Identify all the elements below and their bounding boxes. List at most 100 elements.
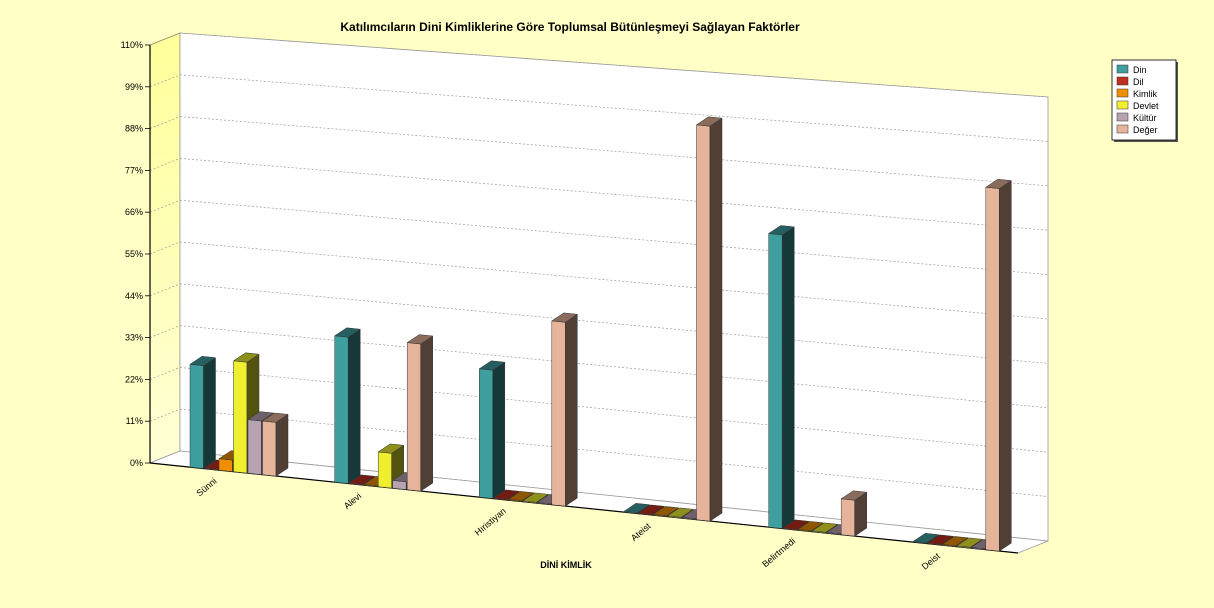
category-label: Belirtmedi	[760, 536, 797, 569]
legend-label: Kimlik	[1133, 89, 1157, 99]
bar-top	[232, 352, 260, 363]
legend-swatch	[1116, 64, 1129, 74]
bar-top	[522, 492, 550, 503]
y-tick-label: 55%	[125, 249, 143, 259]
legend-swatch	[1116, 112, 1129, 122]
bar-top	[985, 178, 1013, 189]
legend-label: Kültür	[1133, 113, 1157, 123]
bar-side	[347, 328, 361, 484]
bar	[478, 360, 506, 499]
bar-top	[478, 360, 506, 371]
bar-top	[637, 504, 665, 515]
side-gridline	[149, 199, 181, 213]
legend: Din Dil Kimlik Devlet Kültür Değer	[1111, 59, 1178, 142]
bar-front	[189, 364, 204, 469]
bar	[406, 334, 434, 492]
bar-side	[203, 357, 216, 469]
side-gridline	[149, 116, 181, 129]
bar-top	[247, 411, 275, 422]
gridline	[179, 283, 1049, 364]
bar-top	[652, 506, 680, 517]
bar-top	[666, 507, 694, 518]
legend-swatch	[1116, 100, 1129, 110]
y-tick-label: 33%	[125, 333, 143, 343]
bar-front	[406, 342, 421, 492]
bar	[261, 412, 289, 477]
bar-top	[941, 536, 969, 547]
category-label: Sünni	[195, 476, 219, 498]
bar	[767, 225, 795, 529]
bar-top	[406, 334, 434, 345]
bar-front	[768, 233, 783, 529]
legend-label: Değer	[1133, 125, 1158, 135]
bar-front	[233, 360, 248, 474]
side-gridline	[149, 325, 181, 338]
legend-label: Dil	[1133, 77, 1144, 87]
bar-top	[956, 537, 984, 548]
bar-top	[840, 490, 868, 501]
gridline	[179, 241, 1049, 320]
bar-side	[275, 413, 289, 477]
bar	[840, 490, 868, 537]
y-tick-label: 22%	[125, 374, 143, 384]
bar-top	[348, 474, 376, 485]
gridline	[179, 158, 1049, 231]
bar-top	[796, 521, 824, 532]
bar-front	[247, 419, 262, 475]
bar-front	[218, 458, 233, 472]
bar	[666, 507, 694, 519]
gridline	[179, 325, 1049, 409]
y-tick-label: 99%	[125, 82, 143, 92]
plot-area: 0% 11% 22% 33% 44% 55% 66% 77% 88% 99% 110% Sünni Al…	[121, 32, 1049, 572]
side-gridline	[149, 158, 181, 171]
bar	[551, 312, 579, 507]
bar-front	[377, 451, 392, 489]
chart-title: Katılımcıların Dini Kimliklerine Göre To…	[340, 20, 800, 34]
gridline	[179, 199, 1049, 275]
bar-top	[551, 312, 579, 323]
bar-top	[767, 225, 795, 236]
side-gridline	[149, 32, 181, 46]
side-gridline	[149, 241, 181, 255]
bar-top	[782, 519, 810, 530]
bar-top	[507, 491, 535, 502]
bar	[189, 356, 217, 469]
bar-front	[262, 420, 277, 477]
bar-front	[551, 320, 566, 507]
bar-front	[334, 335, 349, 484]
bar-front	[985, 186, 1000, 552]
gridline	[179, 74, 1049, 142]
legend-swatch	[1116, 124, 1129, 134]
category-label: Ateist	[629, 521, 653, 543]
bar-front	[479, 368, 494, 499]
category-label: Hıristiyan	[473, 506, 508, 538]
bar-top	[261, 412, 289, 423]
gridline	[179, 32, 1049, 98]
bar-side	[999, 180, 1012, 552]
y-tick-label: 110%	[121, 40, 143, 50]
gridline	[179, 367, 1049, 453]
side-gridline	[149, 367, 181, 380]
bar-top	[623, 503, 651, 513]
bar-top	[333, 327, 361, 338]
bar-top	[912, 533, 940, 543]
bar-side	[781, 226, 795, 529]
bar-side	[709, 117, 723, 522]
bar	[333, 327, 361, 484]
bar-side	[492, 361, 506, 499]
side-gridline	[149, 74, 181, 88]
bar-side	[420, 335, 433, 492]
y-tick-label: 77%	[125, 165, 143, 175]
gridline	[179, 116, 1049, 187]
x-axis	[149, 462, 1019, 554]
bar-top	[189, 356, 217, 366]
y-tick-label: 88%	[125, 124, 143, 134]
gridline	[179, 408, 1049, 497]
bar	[985, 178, 1013, 552]
y-tick-label: 44%	[125, 291, 143, 301]
bar-side	[565, 313, 578, 507]
y-tick-label: 0%	[130, 458, 143, 468]
legend-swatch	[1116, 88, 1129, 98]
bar-front	[696, 124, 711, 522]
